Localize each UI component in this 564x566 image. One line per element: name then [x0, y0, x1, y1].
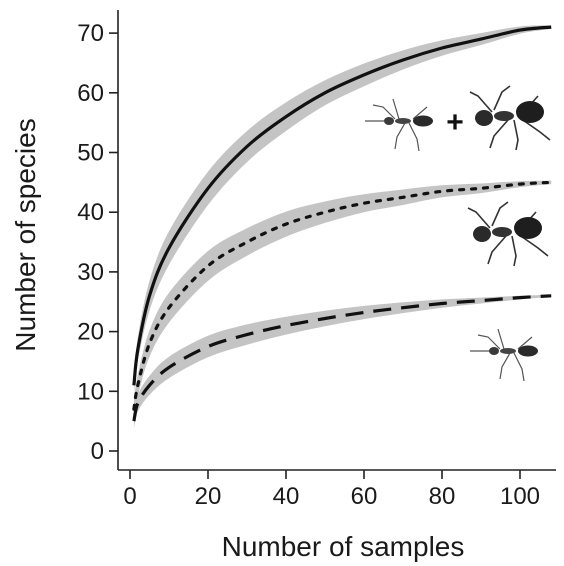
- series-lines: [132, 25, 553, 422]
- x-tick-label: 0: [123, 483, 136, 510]
- small-ant-icon: [365, 98, 433, 152]
- x-tick-label: 20: [195, 483, 222, 510]
- y-tick-label: 20: [77, 319, 104, 346]
- axes: [117, 10, 556, 471]
- y-tick-label: 40: [77, 199, 104, 226]
- confidence-bands: [133, 25, 552, 429]
- y-axis-ticks: 0 10 20 30 40 50 60 70: [77, 20, 118, 465]
- y-tick-label: 10: [77, 378, 104, 405]
- y-tick-label: 60: [77, 80, 104, 107]
- x-tick-label: 80: [429, 483, 456, 510]
- plus-sign: +: [446, 106, 464, 139]
- y-tick-label: 50: [77, 140, 104, 167]
- x-axis-ticks: 0 20 40 60 80 100: [123, 470, 540, 510]
- series-line-solid: [132, 25, 552, 386]
- ci-band-2: [133, 180, 552, 419]
- y-tick-label: 70: [77, 20, 104, 47]
- x-tick-label: 100: [500, 483, 540, 510]
- x-tick-label: 40: [273, 483, 300, 510]
- large-ant-icon: [469, 85, 551, 151]
- series-line-dashed: [132, 294, 552, 422]
- x-tick-label: 60: [351, 483, 378, 510]
- y-tick-label: 0: [91, 438, 104, 465]
- series-line-dotted: [132, 180, 553, 411]
- x-axis-title: Number of samples: [222, 531, 465, 562]
- y-axis-title: Number of species: [10, 118, 41, 351]
- y-tick-label: 30: [77, 259, 104, 286]
- ci-band-3: [133, 294, 552, 429]
- ant-pair-icon: +: [365, 85, 551, 152]
- small-ant-icon: [470, 328, 538, 382]
- large-ant-icon: [467, 201, 549, 267]
